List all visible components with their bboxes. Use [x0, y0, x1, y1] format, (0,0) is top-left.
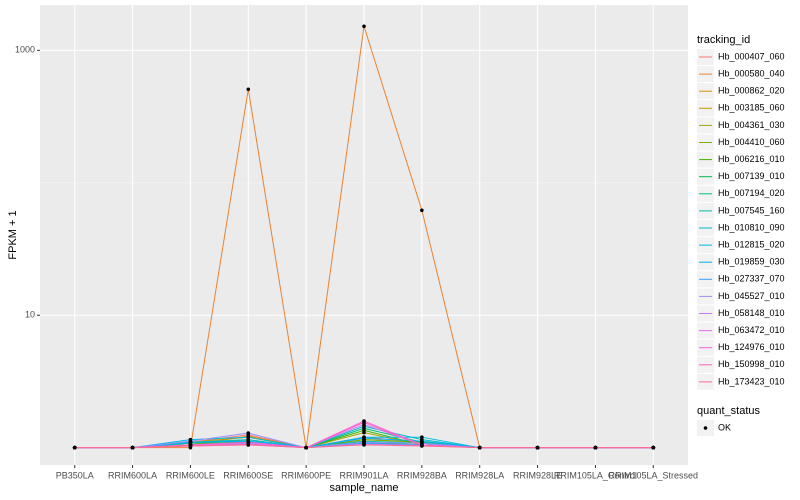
legend-label: Hb_027337_070 [718, 274, 785, 284]
legend-label: Hb_019859_030 [718, 257, 785, 267]
legend-label: Hb_012815_020 [718, 239, 785, 249]
legend-label: Hb_004410_060 [718, 137, 785, 147]
x-tick-label: RRIM600LA [108, 470, 157, 480]
data-point [246, 87, 251, 92]
data-point [535, 445, 540, 450]
data-point [362, 436, 366, 440]
data-point [420, 444, 424, 448]
x-tick-label: RRIM600LE [166, 470, 215, 480]
legend-label: Hb_124976_010 [718, 342, 785, 352]
legend-label: Hb_007194_020 [718, 188, 785, 198]
data-point [188, 439, 193, 443]
x-tick-label: RRIM600PE [281, 470, 331, 480]
data-point [651, 445, 656, 450]
legend-label: Hb_010810_090 [718, 222, 785, 232]
legend-label: Hb_007545_160 [718, 205, 785, 215]
y-tick-label: 1000 [15, 45, 35, 55]
data-point [246, 443, 251, 447]
x-tick-label: RRIM105LA_Control [554, 470, 637, 480]
point-legend-title: quant_status [697, 405, 760, 417]
data-point [362, 420, 366, 425]
data-point [362, 443, 366, 447]
legend-label: Hb_058148_010 [718, 308, 785, 318]
legend-label: Hb_000862_020 [718, 86, 785, 96]
legend-label: OK [718, 422, 731, 432]
legend-label: Hb_007139_010 [718, 171, 785, 181]
y-tick-label: 10 [25, 310, 35, 320]
legend-label: Hb_000407_060 [718, 51, 785, 61]
legend-label: Hb_003185_060 [718, 103, 785, 113]
legend-label: Hb_063472_010 [718, 325, 785, 335]
data-point [72, 445, 77, 450]
data-point [246, 431, 251, 435]
x-tick-label: RRIM928BA [397, 470, 447, 480]
x-tick-label: RRIM105LA_Stressed [609, 470, 699, 480]
x-tick-label: RRIM928LE [513, 470, 562, 480]
x-tick-label: RRIM600SE [223, 470, 273, 480]
data-point [593, 445, 598, 450]
data-point [246, 435, 251, 439]
legend-label: Hb_150998_010 [718, 359, 785, 369]
data-point [304, 445, 308, 450]
legend-label: Hb_006216_010 [718, 154, 785, 164]
legend-label: Hb_004361_030 [718, 120, 785, 130]
data-point [362, 24, 366, 29]
data-point [420, 435, 424, 439]
data-point [477, 445, 482, 450]
data-point [130, 445, 135, 450]
x-tick-label: PB350LA [56, 470, 94, 480]
y-axis-label: FPKM + 1 [7, 210, 19, 259]
data-point [188, 444, 193, 448]
legend-label: Hb_173423_010 [718, 376, 785, 386]
x-axis-label: sample_name [329, 482, 398, 494]
legend-label: Hb_045527_010 [718, 291, 785, 301]
legend-title: tracking_id [697, 34, 750, 46]
legend-point [703, 426, 708, 430]
data-point [420, 208, 424, 213]
legend-label: Hb_000580_040 [718, 68, 785, 78]
x-tick-label: RRIM901LA [339, 470, 388, 480]
x-tick-label: RRIM928LA [455, 470, 504, 480]
